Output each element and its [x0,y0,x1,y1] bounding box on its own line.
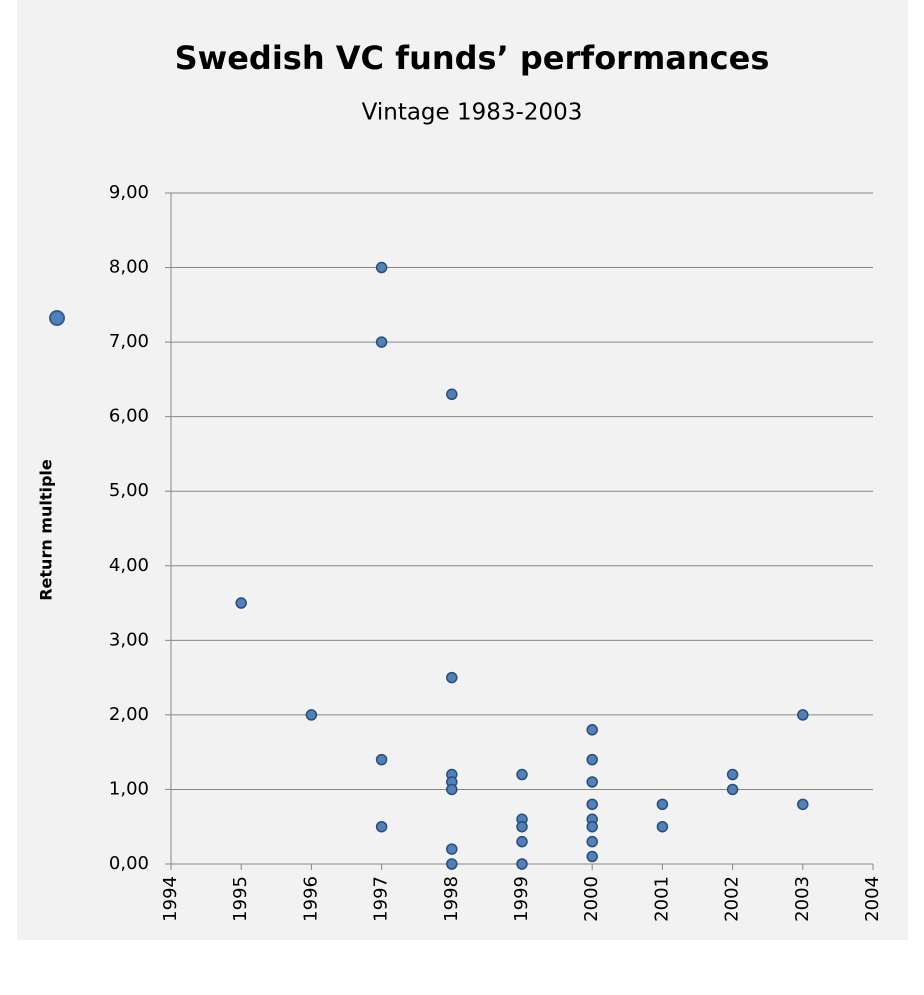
x-tick-label: 1999 [511,876,532,922]
x-tick-label: 2003 [792,876,813,922]
y-tick-label: 4,00 [109,555,149,576]
scatter-point [726,783,739,796]
x-tick-label: 1994 [160,876,181,922]
y-axis-label: Return multiple [37,459,56,601]
x-tick-label: 2004 [862,876,883,922]
scatter-point [586,753,598,766]
y-tick-label: 9,00 [109,182,149,203]
y-tick-label: 2,00 [109,704,149,725]
y-tick-label: 7,00 [109,331,149,352]
scatter-point [516,768,528,781]
scatter-point [446,843,458,855]
scatter-point [375,820,388,833]
scatter-point [586,776,598,788]
scatter-point [586,835,598,848]
scatter-point [375,261,388,274]
scatter-point [235,597,247,609]
scatter-point [656,820,669,833]
scatter-point [375,753,388,766]
y-tick-label: 8,00 [109,257,149,278]
scatter-point [446,858,458,870]
x-tick-label: 1995 [230,876,251,922]
scatter-point [586,820,598,833]
y-tick-label: 5,00 [109,480,149,501]
scatter-point [446,388,458,401]
x-tick-label: 1998 [441,876,462,922]
scatter-point [586,724,598,736]
chart-subtitle: Vintage 1983-2003 [362,100,583,126]
scatter-point [305,709,318,721]
scatter-point [516,820,528,833]
scatter-point [446,671,458,684]
y-tick-label: 0,00 [109,853,149,874]
y-tick-label: 6,00 [109,406,149,427]
scatter-point [797,798,809,811]
y-tick-label: 1,00 [109,778,149,799]
chart-background [17,0,908,940]
scatter-point [797,709,809,721]
scatter-point [446,783,458,796]
scatter-point [586,798,598,811]
scatter-point [726,768,739,781]
y-tick-label: 3,00 [109,629,149,650]
scatter-point [516,858,528,870]
x-tick-label: 2001 [651,876,672,922]
x-tick-label: 2000 [581,876,602,922]
scatter-point [586,850,598,863]
legend-marker [49,310,65,326]
scatter-point [375,336,388,348]
scatter-point [516,835,528,848]
x-tick-label: 1997 [371,876,392,922]
scatter-point [656,798,669,811]
chart-title: Swedish VC funds’ performances [175,39,770,77]
x-tick-label: 2002 [722,876,743,922]
x-tick-label: 1996 [300,876,321,922]
